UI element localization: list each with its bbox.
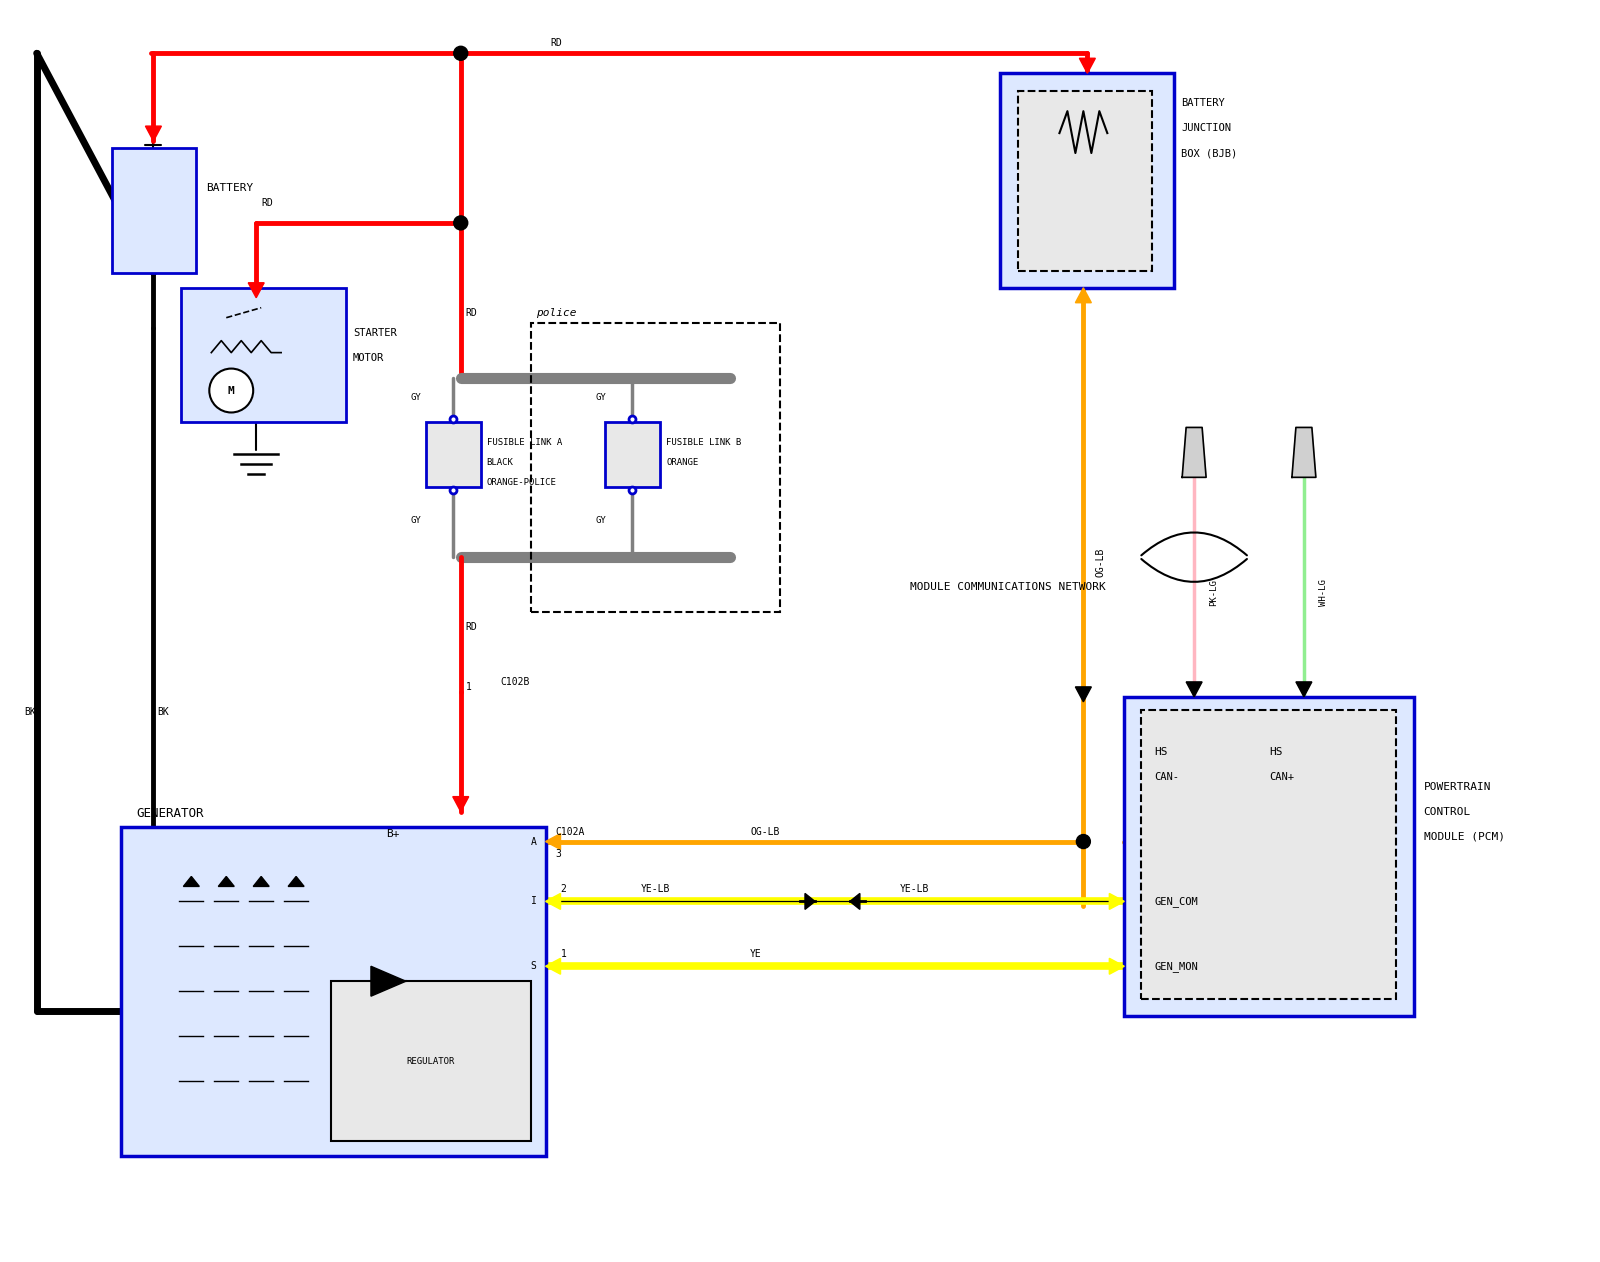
Text: CONTROL: CONTROL <box>1424 806 1470 817</box>
Text: ORANGE-POLICE: ORANGE-POLICE <box>486 478 557 487</box>
Text: 2: 2 <box>560 885 566 895</box>
Circle shape <box>1077 834 1090 848</box>
Text: GENERATOR: GENERATOR <box>136 808 203 820</box>
Polygon shape <box>253 876 269 886</box>
Text: YE: YE <box>750 949 762 959</box>
Text: ORANGE: ORANGE <box>666 458 699 467</box>
Polygon shape <box>371 967 406 996</box>
Text: FUSIBLE LINK A: FUSIBLE LINK A <box>486 438 562 447</box>
Polygon shape <box>1109 958 1125 974</box>
Polygon shape <box>288 876 304 886</box>
Polygon shape <box>1075 687 1091 702</box>
Polygon shape <box>1080 58 1096 73</box>
Bar <box>181 288 346 423</box>
Text: BATTERY: BATTERY <box>1181 98 1226 109</box>
Polygon shape <box>1296 681 1312 697</box>
Polygon shape <box>218 876 234 886</box>
Text: MOTOR: MOTOR <box>354 352 384 362</box>
Text: GY: GY <box>411 392 422 403</box>
Text: CAN+: CAN+ <box>1269 771 1294 781</box>
Text: RD: RD <box>466 622 477 632</box>
Bar <box>1141 709 1395 1000</box>
Text: BATTERY: BATTERY <box>206 183 253 193</box>
Text: STARTER: STARTER <box>354 328 397 338</box>
Circle shape <box>454 47 467 61</box>
Text: HS: HS <box>1269 747 1283 757</box>
Bar <box>1125 697 1414 1016</box>
Text: BLACK: BLACK <box>486 458 514 467</box>
Text: HS: HS <box>1154 747 1168 757</box>
Text: 1: 1 <box>560 949 566 959</box>
Text: RD: RD <box>550 38 562 48</box>
Text: PK-LG: PK-LG <box>1210 579 1218 606</box>
Polygon shape <box>453 796 469 811</box>
Text: RD: RD <box>466 308 477 318</box>
Polygon shape <box>1075 288 1091 303</box>
Text: OG-LB: OG-LB <box>1096 548 1106 577</box>
Bar <box>1018 91 1152 271</box>
Polygon shape <box>1109 893 1125 910</box>
Text: C102A: C102A <box>555 827 586 837</box>
Text: C102B: C102B <box>501 676 530 687</box>
Text: REGULATOR: REGULATOR <box>406 1056 454 1065</box>
Text: MODULE COMMUNICATIONS NETWORK: MODULE COMMUNICATIONS NETWORK <box>910 582 1106 592</box>
Text: YE-LB: YE-LB <box>640 885 670 895</box>
Text: OG-LB: OG-LB <box>750 827 779 837</box>
Bar <box>331 982 531 1141</box>
Text: CAN-: CAN- <box>1154 771 1179 781</box>
Polygon shape <box>248 283 264 298</box>
Polygon shape <box>546 893 560 910</box>
Circle shape <box>210 369 253 413</box>
Text: GY: GY <box>595 392 606 403</box>
Text: GY: GY <box>411 516 422 525</box>
Text: YE-LB: YE-LB <box>899 885 930 895</box>
Text: BOX (BJB): BOX (BJB) <box>1181 148 1237 158</box>
Text: BK: BK <box>157 707 170 717</box>
Circle shape <box>454 216 467 230</box>
Text: GY: GY <box>595 516 606 525</box>
Polygon shape <box>1182 428 1206 477</box>
Text: M: M <box>227 385 235 395</box>
Bar <box>531 323 781 612</box>
Bar <box>605 423 661 487</box>
Text: B+: B+ <box>386 829 400 838</box>
Text: 1: 1 <box>466 681 472 692</box>
Text: MODULE (PCM): MODULE (PCM) <box>1424 832 1504 842</box>
Bar <box>426 423 480 487</box>
Text: FUSIBLE LINK B: FUSIBLE LINK B <box>666 438 741 447</box>
Polygon shape <box>146 126 162 141</box>
Text: police: police <box>536 308 576 318</box>
Polygon shape <box>184 876 200 886</box>
Text: RD: RD <box>261 198 274 208</box>
Bar <box>112 148 197 273</box>
Text: WH-LG: WH-LG <box>1318 579 1328 606</box>
Text: JUNCTION: JUNCTION <box>1181 124 1230 133</box>
Text: I: I <box>531 896 536 906</box>
Text: 3: 3 <box>555 848 562 858</box>
Polygon shape <box>1291 428 1315 477</box>
Polygon shape <box>1186 681 1202 697</box>
Text: A: A <box>531 837 536 847</box>
Text: GEN_MON: GEN_MON <box>1154 960 1198 972</box>
Polygon shape <box>850 893 859 910</box>
Polygon shape <box>805 893 814 910</box>
Bar <box>122 827 546 1156</box>
Text: BK: BK <box>24 707 35 717</box>
Polygon shape <box>546 958 560 974</box>
Text: POWERTRAIN: POWERTRAIN <box>1424 781 1491 791</box>
Text: S: S <box>531 962 536 972</box>
Polygon shape <box>546 834 560 849</box>
Text: GEN_COM: GEN_COM <box>1154 896 1198 907</box>
Bar <box>1000 73 1174 288</box>
